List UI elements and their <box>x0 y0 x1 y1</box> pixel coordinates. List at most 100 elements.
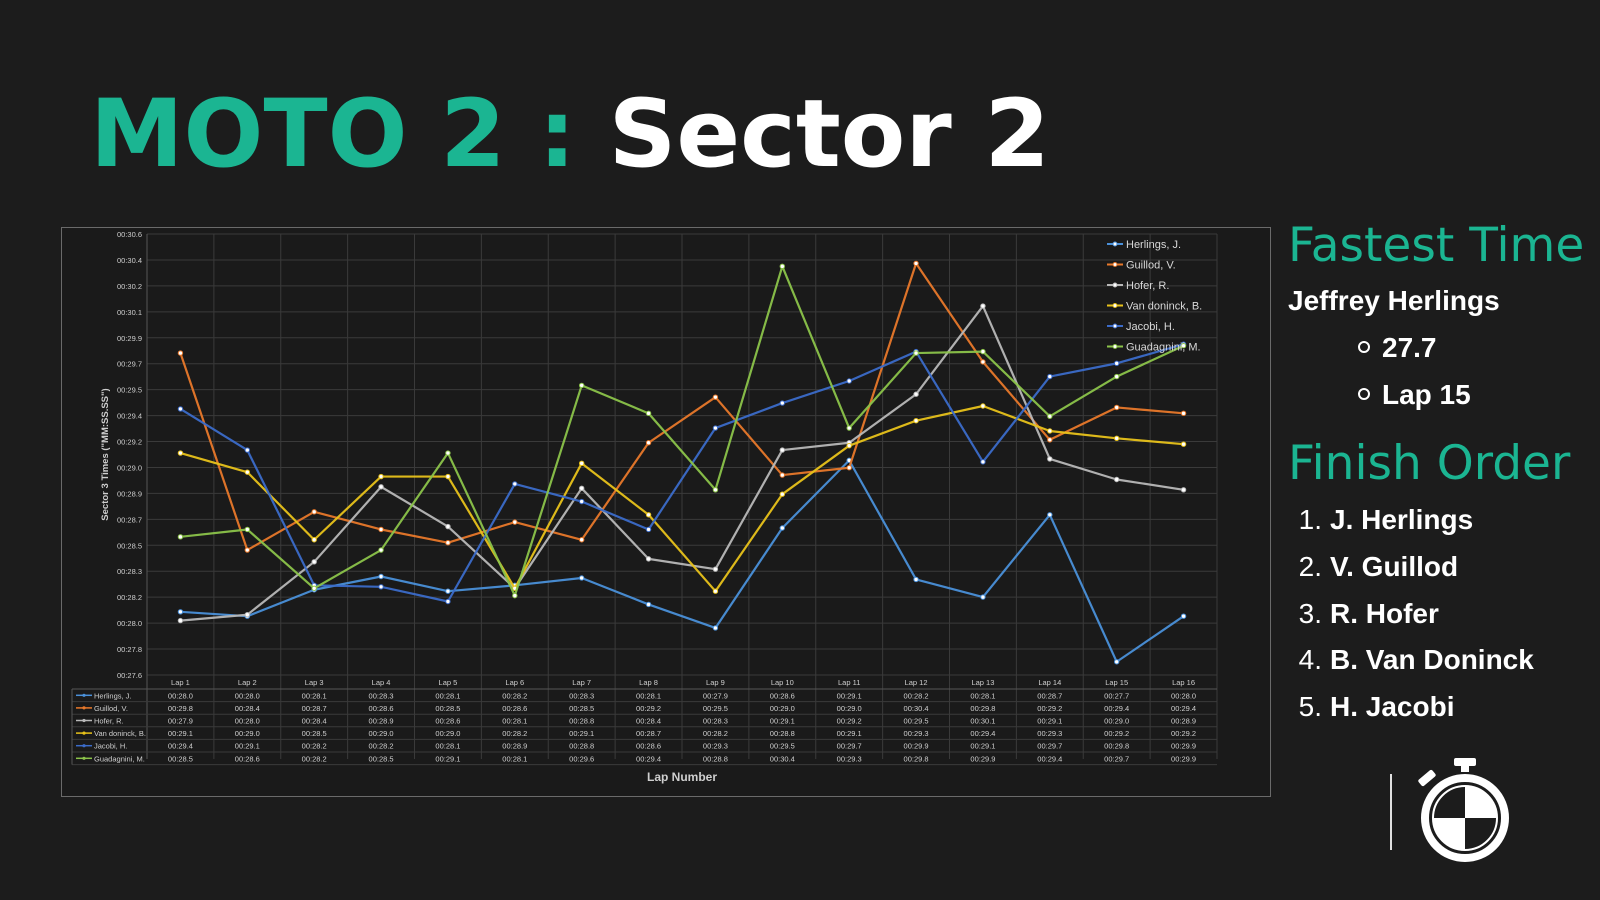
data-point <box>913 391 919 397</box>
x-tick-label: Lap 14 <box>1038 678 1061 687</box>
table-cell-value: 00:29.3 <box>1037 729 1062 738</box>
table-cell-value: 00:28.8 <box>569 717 594 726</box>
legend-label: Herlings, J. <box>1126 239 1181 251</box>
data-point <box>578 498 585 505</box>
table-cell-value: 00:29.0 <box>435 729 460 738</box>
data-point <box>645 556 652 562</box>
legend-marker <box>1112 282 1118 288</box>
table-cell-value: 00:28.9 <box>502 742 527 751</box>
table-series-name: Herlings, J. <box>94 691 132 700</box>
table-cell-value: 00:29.0 <box>369 729 394 738</box>
x-tick-label: Lap 16 <box>1172 678 1195 687</box>
table-cell-value: 00:28.3 <box>703 717 728 726</box>
bullet-circle-icon <box>1358 340 1370 353</box>
table-cell-value: 00:28.6 <box>235 754 260 763</box>
x-tick-label: Lap 1 <box>171 678 190 687</box>
fastest-time-bullet: 27.7 <box>1358 334 1437 362</box>
table-legend-marker <box>82 693 86 697</box>
y-tick-label: 00:29.7 <box>117 360 142 369</box>
data-point <box>645 526 652 533</box>
table-cell-value: 00:28.1 <box>502 754 527 763</box>
data-point <box>177 350 184 356</box>
y-tick-label: 00:30.6 <box>117 230 142 239</box>
x-tick-label: Lap 15 <box>1105 678 1128 687</box>
table-cell-value: 00:29.1 <box>837 691 862 700</box>
table-cell-value: 00:29.1 <box>435 754 460 763</box>
legend-label: Jacobi, H. <box>1126 321 1175 333</box>
table-cell-value: 00:30.4 <box>904 704 929 713</box>
data-point <box>1113 373 1120 380</box>
table-cell-value: 00:29.1 <box>1037 717 1062 726</box>
table-cell-value: 00:28.7 <box>302 704 327 713</box>
table-cell-value: 00:28.5 <box>168 754 193 763</box>
table-legend-marker <box>82 731 86 735</box>
data-point <box>244 447 251 453</box>
table-cell-value: 00:28.6 <box>502 704 527 713</box>
table-cell-value: 00:29.8 <box>904 754 929 763</box>
y-tick-label: 00:29.0 <box>117 463 142 472</box>
table-cell-value: 00:29.3 <box>904 729 929 738</box>
data-point <box>311 559 317 565</box>
legend-label: Van doninck, B. <box>1126 301 1202 313</box>
table-cell-value: 00:28.2 <box>302 742 327 751</box>
y-tick-label: 00:28.2 <box>117 593 142 602</box>
table-cell-value: 00:30.4 <box>770 754 795 763</box>
y-tick-label: 00:29.4 <box>117 412 142 421</box>
table-cell-value: 00:29.8 <box>970 704 995 713</box>
table-legend-marker <box>82 744 86 748</box>
data-point <box>1047 373 1053 380</box>
table-cell-value: 00:28.6 <box>369 704 394 713</box>
data-point <box>1180 613 1187 619</box>
data-point <box>378 484 384 490</box>
data-point <box>779 472 786 478</box>
legend-marker <box>1112 323 1118 329</box>
fastest-lap-bullet: Lap 15 <box>1358 381 1471 409</box>
table-cell-value: 00:28.1 <box>302 691 327 700</box>
table-cell-value: 00:29.0 <box>770 704 795 713</box>
series-line <box>180 459 1185 663</box>
table-cell-value: 00:29.2 <box>837 717 862 726</box>
lap-times-chart: 00:27.6 00:27.8 00:28.0 00:28.2 00:28.3 00:28… <box>71 230 1218 784</box>
data-point <box>1113 476 1120 483</box>
stopwatch-icon <box>1410 756 1520 871</box>
y-tick-label: 00:29.2 <box>117 438 142 447</box>
page-title: MOTO 2 : Sector 2 <box>90 88 1050 182</box>
data-point <box>177 450 184 456</box>
data-point <box>712 487 719 493</box>
data-point <box>1047 512 1053 518</box>
table-cell-value: 00:27.9 <box>168 717 193 726</box>
title-sector: Sector 2 <box>608 80 1050 189</box>
table-cell-value: 00:29.2 <box>636 704 661 713</box>
data-point <box>980 594 986 600</box>
data-point <box>512 519 518 525</box>
x-tick-label: Lap 5 <box>439 678 458 687</box>
table-cell-value: 00:28.7 <box>1037 691 1062 700</box>
table-cell-value: 00:30.1 <box>970 717 995 726</box>
table-cell-value: 00:29.7 <box>837 742 862 751</box>
table-cell-value: 00:29.1 <box>837 729 862 738</box>
y-tick-label: 00:28.0 <box>117 619 142 628</box>
table-cell-value: 00:29.5 <box>770 742 795 751</box>
finish-order-item: 3. R. Hofer <box>1298 598 1439 629</box>
data-point <box>1180 343 1187 349</box>
data-point <box>177 617 184 624</box>
x-tick-label: Lap 4 <box>372 678 391 687</box>
data-point <box>244 469 251 475</box>
data-point <box>1113 435 1120 442</box>
table-cell-value: 00:29.7 <box>1104 754 1129 763</box>
y-tick-label: 00:29.5 <box>117 386 142 395</box>
y-axis-title: Sector 3 Times ("MM:SS.SS") <box>100 388 111 520</box>
table-cell-value: 00:29.4 <box>636 754 661 763</box>
table-cell-value: 00:28.2 <box>904 691 929 700</box>
data-point <box>712 625 719 631</box>
table-cell-value: 00:28.4 <box>235 704 260 713</box>
data-point <box>1047 413 1053 419</box>
table-cell-value: 00:28.1 <box>502 717 527 726</box>
data-point <box>913 260 919 267</box>
table-cell-value: 00:29.0 <box>837 704 862 713</box>
data-point <box>311 537 317 543</box>
x-tick-label: Lap 3 <box>305 678 324 687</box>
data-point <box>645 601 652 608</box>
table-cell-value: 00:28.0 <box>235 717 260 726</box>
data-point <box>913 350 919 356</box>
